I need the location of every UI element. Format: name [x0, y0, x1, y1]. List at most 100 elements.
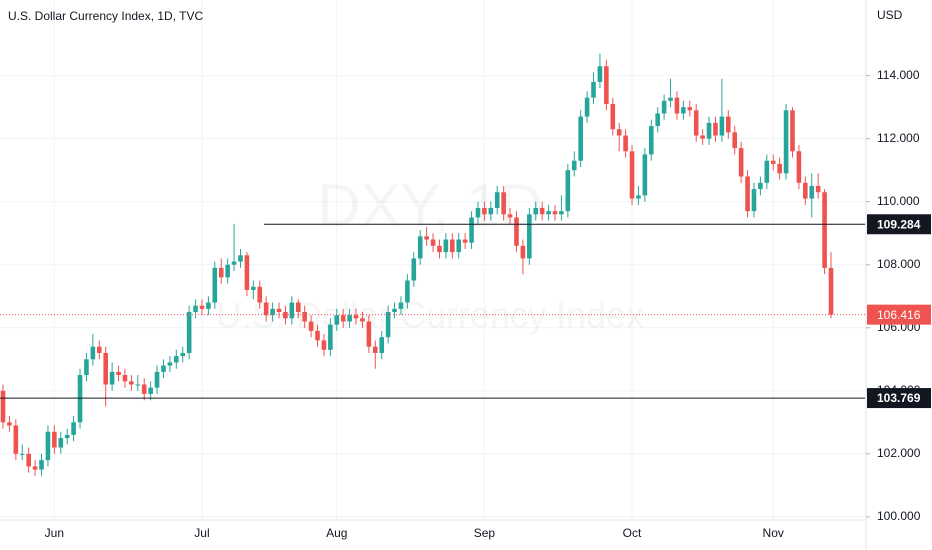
y-tick-label: 102.000 — [877, 446, 921, 460]
x-tick-label: Aug — [326, 526, 347, 540]
candle-body — [129, 381, 134, 385]
candle-body — [71, 422, 76, 435]
last-price-label: 106.416 — [877, 308, 921, 322]
candle-body — [77, 375, 83, 423]
price-axis: 100.000102.000104.000106.000108.000110.0… — [45, 68, 931, 540]
candle-body — [295, 302, 301, 312]
candle-body — [398, 302, 404, 309]
candle-body — [283, 312, 288, 319]
candle-body — [790, 110, 795, 152]
candle-body — [687, 107, 693, 111]
candle-body — [7, 422, 12, 426]
candle-body — [302, 312, 307, 322]
candle-body — [571, 160, 577, 171]
candle-body — [379, 337, 384, 353]
candle-body — [706, 122, 712, 139]
candle-body — [533, 208, 539, 215]
candle-body — [597, 66, 603, 82]
y-tick-label: 110.000 — [877, 194, 920, 208]
x-tick-label: Nov — [763, 526, 784, 540]
level-label: 109.284 — [877, 217, 921, 231]
candle-body — [270, 308, 275, 316]
candle-body — [565, 170, 571, 212]
candle-body — [751, 189, 757, 212]
candle-body — [604, 66, 609, 104]
candle-body — [263, 302, 269, 316]
candle-body — [546, 211, 551, 215]
level-label-box — [867, 214, 931, 235]
candle-body — [738, 148, 744, 177]
candle-body — [507, 214, 513, 218]
candle-body — [450, 239, 455, 253]
candle-body — [347, 315, 352, 322]
candle-body — [591, 81, 596, 98]
candle-body — [315, 330, 320, 341]
candle-body — [90, 346, 96, 360]
candle-body — [828, 267, 834, 315]
candle-body — [719, 116, 725, 136]
candle-body — [674, 97, 680, 114]
candle-body — [180, 352, 186, 357]
candle-body — [411, 258, 417, 281]
candle-body — [745, 176, 750, 212]
candle-body — [328, 324, 333, 350]
candle-body — [610, 104, 616, 130]
candle-body — [84, 359, 89, 376]
candle-body — [218, 267, 224, 278]
candle-body — [482, 208, 487, 215]
candle-body — [308, 321, 314, 331]
y-tick-label: 112.000 — [877, 131, 920, 145]
level-label-box — [867, 388, 931, 409]
candle-body — [238, 255, 243, 262]
candle-body — [199, 305, 205, 309]
candle-body — [19, 453, 25, 455]
candle-body — [353, 315, 359, 319]
candle-body — [527, 214, 532, 259]
y-tick-label: 114.000 — [877, 68, 920, 82]
candle-body — [148, 387, 153, 394]
candle-body — [713, 122, 718, 136]
candle-body — [469, 217, 474, 243]
candle-body — [334, 315, 340, 325]
candle-body — [405, 280, 410, 303]
candle-body — [642, 154, 648, 196]
candle-body — [231, 261, 237, 265]
candle-body — [661, 100, 667, 114]
candle-body — [623, 135, 628, 152]
candle-body — [514, 217, 519, 246]
candle-body — [539, 208, 545, 215]
candle-body — [52, 431, 57, 448]
y-tick-label: 100.000 — [877, 509, 921, 523]
candle-body — [443, 239, 449, 253]
candle-body — [161, 365, 166, 372]
candle-body — [116, 371, 121, 376]
candle-body — [777, 163, 782, 174]
candle-body — [26, 453, 31, 467]
candle-body — [206, 302, 211, 309]
candles — [0, 53, 865, 476]
candle-body — [64, 434, 70, 439]
candle-body — [360, 318, 365, 322]
candle-body — [174, 356, 179, 363]
candle-body — [417, 236, 423, 259]
candle-body — [488, 208, 494, 215]
candle-body — [822, 192, 827, 268]
candle-body — [616, 129, 622, 136]
candle-body — [764, 160, 770, 183]
candle-body — [803, 182, 808, 199]
candle-body — [212, 267, 218, 303]
candle-body — [39, 460, 44, 470]
x-tick-label: Jul — [194, 526, 209, 540]
candle-body — [244, 255, 250, 290]
candle-body — [424, 236, 429, 240]
candle-body — [186, 312, 192, 353]
candle-body — [154, 371, 160, 388]
candle-body — [32, 466, 38, 470]
candle-body — [648, 126, 654, 155]
candle-body — [58, 438, 64, 448]
candle-body — [693, 110, 699, 136]
candle-body — [167, 362, 173, 366]
x-tick-label: Sep — [474, 526, 496, 540]
candle-body — [257, 286, 263, 303]
